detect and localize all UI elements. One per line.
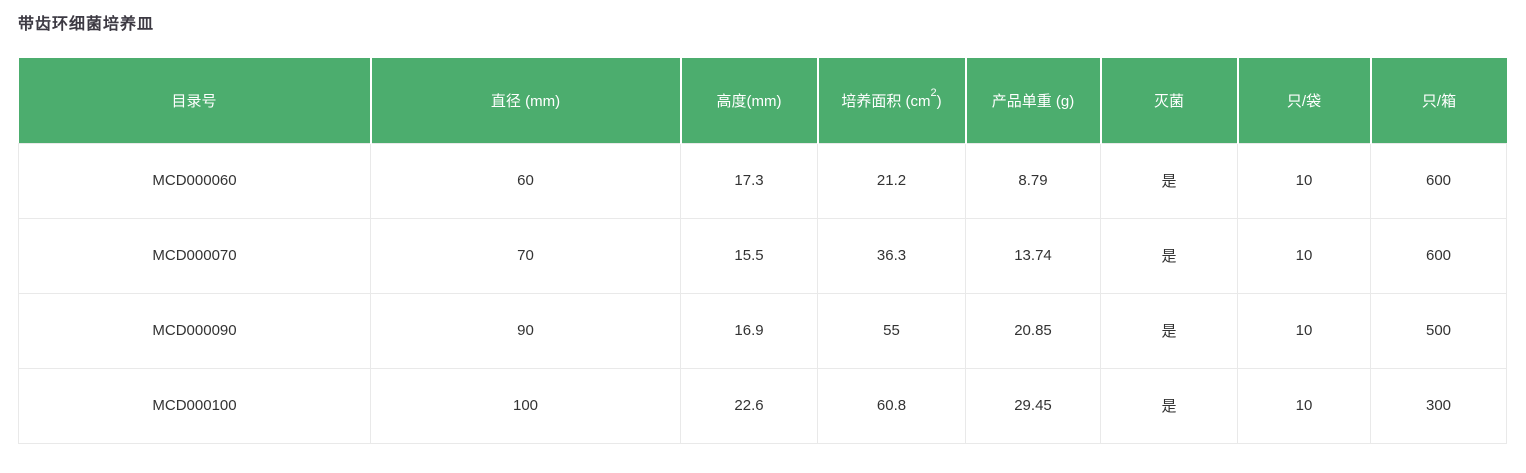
header-unit-weight: 产品单重 (g) — [965, 58, 1102, 143]
cell-pcs-per-bag: 10 — [1237, 142, 1371, 219]
header-pcs-per-box: 只/箱 — [1370, 58, 1507, 143]
cell-sterilization: 是 — [1100, 217, 1238, 294]
cell-unit-weight: 29.45 — [965, 367, 1101, 444]
cell-culture-area: 21.2 — [817, 142, 966, 219]
table-row: MCD000100 100 22.6 60.8 29.45 是 10 300 — [18, 367, 1507, 444]
header-diameter: 直径 (mm) — [370, 58, 682, 143]
cell-sterilization: 是 — [1100, 367, 1238, 444]
header-row: 目录号 直径 (mm) 高度(mm) 培养面积 (cm2) 产品单重 (g) 灭… — [18, 58, 1507, 143]
cell-catalog-number: MCD000100 — [18, 367, 371, 444]
page-title: 带齿环细菌培养皿 — [18, 16, 155, 33]
table-row: MCD000060 60 17.3 21.2 8.79 是 10 600 — [18, 142, 1507, 219]
cell-unit-weight: 13.74 — [965, 217, 1101, 294]
cell-pcs-per-box: 500 — [1370, 292, 1507, 369]
cell-height: 22.6 — [680, 367, 818, 444]
cell-culture-area: 55 — [817, 292, 966, 369]
table-header: 目录号 直径 (mm) 高度(mm) 培养面积 (cm2) 产品单重 (g) 灭… — [18, 58, 1507, 143]
cell-culture-area: 60.8 — [817, 367, 966, 444]
cell-height: 17.3 — [680, 142, 818, 219]
cell-catalog-number: MCD000060 — [18, 142, 371, 219]
header-sterilization: 灭菌 — [1100, 58, 1239, 143]
header-height: 高度(mm) — [680, 58, 819, 143]
cell-pcs-per-box: 600 — [1370, 217, 1507, 294]
cell-catalog-number: MCD000090 — [18, 292, 371, 369]
table-row: MCD000070 70 15.5 36.3 13.74 是 10 600 — [18, 217, 1507, 294]
cell-pcs-per-bag: 10 — [1237, 367, 1371, 444]
cell-pcs-per-box: 600 — [1370, 142, 1507, 219]
cell-pcs-per-bag: 10 — [1237, 292, 1371, 369]
header-culture-area-sup: 2 — [930, 86, 937, 99]
cell-unit-weight: 20.85 — [965, 292, 1101, 369]
cell-height: 16.9 — [680, 292, 818, 369]
header-catalog-number: 目录号 — [18, 58, 372, 143]
cell-sterilization: 是 — [1100, 142, 1238, 219]
product-spec-table: 目录号 直径 (mm) 高度(mm) 培养面积 (cm2) 产品单重 (g) 灭… — [18, 58, 1507, 444]
header-culture-area-suffix: ) — [936, 92, 942, 110]
header-culture-area-prefix: 培养面积 (cm — [841, 92, 931, 110]
cell-catalog-number: MCD000070 — [18, 217, 371, 294]
cell-culture-area: 36.3 — [817, 217, 966, 294]
cell-pcs-per-box: 300 — [1370, 367, 1507, 444]
header-culture-area: 培养面积 (cm2) — [817, 58, 967, 143]
table-row: MCD000090 90 16.9 55 20.85 是 10 500 — [18, 292, 1507, 369]
cell-pcs-per-bag: 10 — [1237, 217, 1371, 294]
cell-height: 15.5 — [680, 217, 818, 294]
cell-sterilization: 是 — [1100, 292, 1238, 369]
cell-unit-weight: 8.79 — [965, 142, 1101, 219]
cell-diameter: 90 — [370, 292, 681, 369]
table-body: MCD000060 60 17.3 21.2 8.79 是 10 600 MCD… — [18, 142, 1507, 444]
cell-diameter: 60 — [370, 142, 681, 219]
header-pcs-per-bag: 只/袋 — [1237, 58, 1372, 143]
cell-diameter: 100 — [370, 367, 681, 444]
cell-diameter: 70 — [370, 217, 681, 294]
